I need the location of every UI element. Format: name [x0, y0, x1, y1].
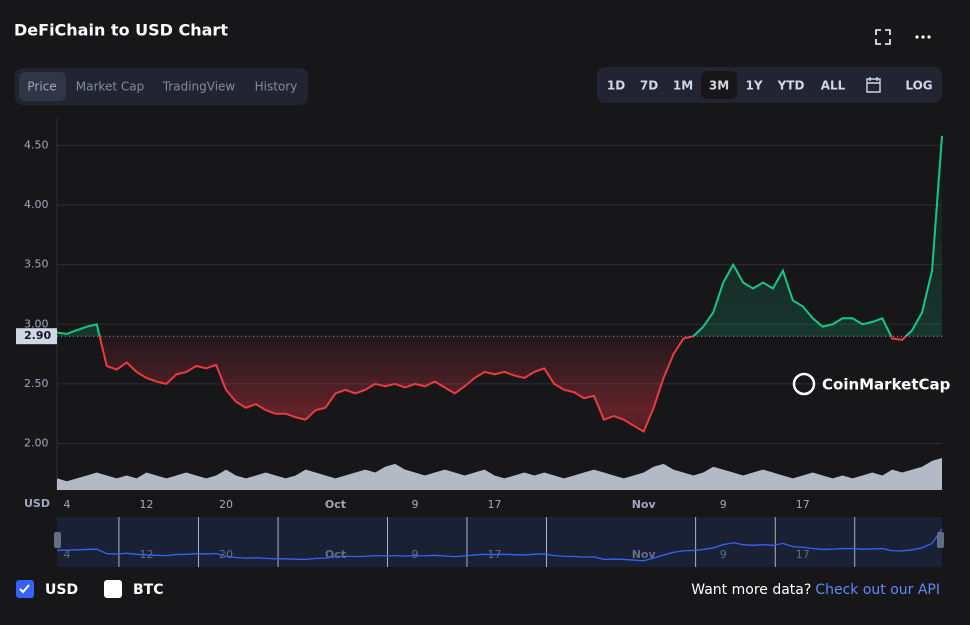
fullscreen-icon[interactable]	[875, 29, 891, 45]
volume-area	[57, 458, 942, 490]
navigator-handle[interactable]	[54, 532, 61, 548]
x-tick-label: Nov	[632, 498, 657, 511]
x-tick-label: 9	[411, 498, 418, 511]
x-tick-label: 12	[139, 498, 153, 511]
active-range	[701, 71, 737, 99]
btc-checkbox[interactable]	[104, 580, 122, 598]
navigator-tick-label: 9	[411, 548, 418, 561]
check-mark	[19, 584, 30, 594]
baseline-label: 2.90	[24, 329, 51, 342]
watermark-logo	[792, 372, 816, 396]
price-line	[56, 135, 943, 434]
x-tick-label: Oct	[325, 498, 346, 511]
navigator-handle[interactable]	[937, 532, 944, 548]
footer-text: Want more data?	[691, 582, 811, 598]
active-tab	[19, 72, 66, 101]
y-axis-label: USD	[24, 497, 50, 510]
y-tick-label: 4.50	[24, 138, 49, 151]
range-button[interactable]: YTD	[777, 79, 805, 93]
x-tick-label: 4	[63, 498, 70, 511]
more-icon[interactable]	[915, 35, 931, 39]
navigator-line	[56, 528, 943, 562]
range-button[interactable]: 1Y	[745, 79, 762, 93]
x-tick-label: 9	[720, 498, 727, 511]
x-tick-label: 20	[219, 498, 233, 511]
range-button[interactable]: 7D	[640, 79, 658, 93]
navigator-tick-label: 20	[219, 548, 233, 561]
calendar-icon[interactable]	[866, 77, 881, 93]
api-link[interactable]: Check out our API	[815, 582, 940, 598]
tab[interactable]: TradingView	[162, 80, 236, 94]
baseline-tag	[16, 328, 57, 345]
navigator-bg	[57, 517, 942, 567]
y-tick-label: 2.00	[24, 437, 49, 450]
tab[interactable]: History	[255, 80, 298, 94]
y-tick-label: 3.00	[24, 317, 49, 330]
currency-label: USD	[45, 582, 78, 598]
watermark: CoinMarketCap	[822, 376, 951, 394]
y-tick-label: 4.00	[24, 198, 49, 211]
range-button[interactable]: LOG	[905, 79, 932, 93]
navigator-tick-label: 4	[63, 548, 70, 561]
tab[interactable]: Market Cap	[76, 80, 144, 94]
tab-bar	[15, 68, 308, 105]
range-button[interactable]: ALL	[821, 79, 846, 93]
currency-label: BTC	[133, 582, 164, 598]
range-bar	[597, 67, 942, 103]
x-tick-label: 17	[796, 498, 810, 511]
y-tick-label: 3.50	[24, 258, 49, 271]
x-tick-label: 17	[488, 498, 502, 511]
range-button[interactable]: 1D	[607, 79, 625, 93]
price-area	[57, 135, 942, 432]
navigator-tick-label: Nov	[632, 548, 657, 561]
title: DeFiChain to USD Chart	[14, 21, 228, 40]
navigator-tick-label: 9	[720, 548, 727, 561]
navigator-tick-label: 17	[796, 548, 810, 561]
navigator-tick-label: Oct	[325, 548, 346, 561]
y-tick-label: 2.50	[24, 377, 49, 390]
range-button[interactable]: 3M	[709, 79, 729, 93]
tab[interactable]: Price	[27, 80, 56, 94]
range-button[interactable]: 1M	[673, 79, 693, 93]
